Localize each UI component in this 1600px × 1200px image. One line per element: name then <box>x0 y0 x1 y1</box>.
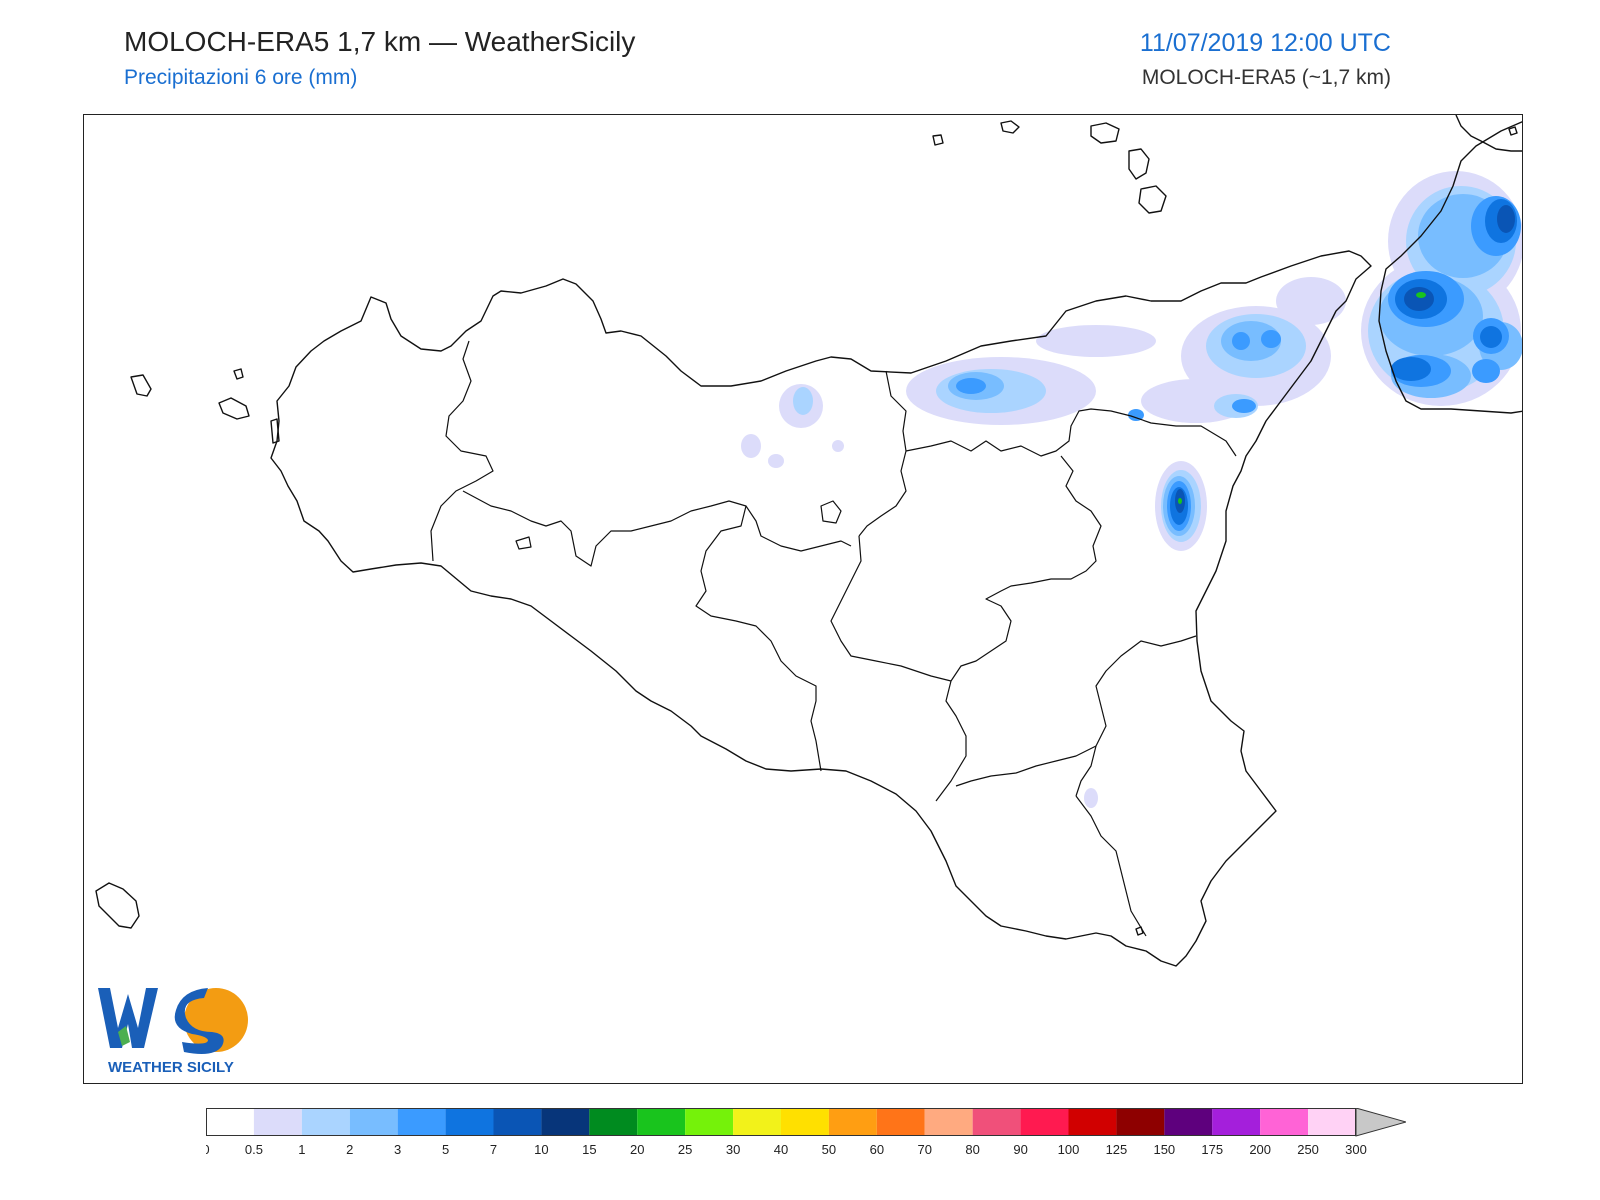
colorbar-segment <box>445 1108 494 1136</box>
precipitation-colorbar: 0 0.5 1 2 3 5 7 10 15 20 25 30 40 50 60 70 80 90 100 125 150… <box>202 1107 1408 1160</box>
colorbar-tick-label: 30 <box>726 1142 740 1157</box>
map-subtitle: Precipitazioni 6 ore (mm) <box>124 66 358 89</box>
colorbar-tick-label: 40 <box>774 1142 788 1157</box>
colorbar-segment <box>301 1108 350 1136</box>
colorbar-tick-label: 20 <box>630 1142 644 1157</box>
colorbar-tick-label: 25 <box>678 1142 692 1157</box>
colorbar-segment <box>1164 1108 1213 1136</box>
colorbar-segment <box>876 1108 925 1136</box>
precipitation-layer <box>741 171 1522 808</box>
colorbar-segment <box>781 1108 829 1136</box>
colorbar-segment <box>397 1108 446 1136</box>
province-borders <box>430 340 1237 937</box>
colorbar-tick-label: 100 <box>1058 1142 1080 1157</box>
colorbar-segment <box>1308 1108 1356 1136</box>
colorbar-segment <box>541 1108 590 1136</box>
forecast-datetime: 11/07/2019 12:00 UTC <box>1139 29 1391 57</box>
sicily-map-icon <box>95 115 1522 967</box>
colorbar-tick-label: 5 <box>442 1142 449 1157</box>
colorbar-segment <box>1116 1108 1165 1136</box>
colorbar-tick-label: 300 <box>1345 1142 1367 1157</box>
colorbar-tick-label: 0.5 <box>245 1142 263 1157</box>
colorbar-tick-label: 0 <box>206 1142 210 1157</box>
map-panel <box>83 114 1523 1084</box>
colorbar-segment <box>972 1108 1021 1136</box>
colorbar-segment <box>924 1108 973 1136</box>
weathersicily-logo-icon: WEATHER SICILY <box>98 988 248 1076</box>
colorbar-segment <box>206 1108 254 1136</box>
colorbar-tick-label: 250 <box>1297 1142 1319 1157</box>
colorbar-segment <box>589 1108 638 1136</box>
colorbar-tick-label: 70 <box>918 1142 932 1157</box>
colorbar-tick-label: 50 <box>822 1142 836 1157</box>
coastline-layer <box>95 115 1522 967</box>
logo-caption: WEATHER SICILY <box>108 1059 234 1076</box>
colorbar-tick-label: 80 <box>965 1142 979 1157</box>
colorbar-tick-label: 2 <box>346 1142 353 1157</box>
colorbar-segment <box>493 1108 542 1136</box>
colorbar-tick-label: 125 <box>1106 1142 1128 1157</box>
colorbar-tick-label: 200 <box>1249 1142 1271 1157</box>
colorbar-tick-label: 90 <box>1013 1142 1027 1157</box>
colorbar-tick-label: 10 <box>534 1142 548 1157</box>
colorbar-extend-arrow <box>1355 1107 1408 1137</box>
colorbar-segment <box>1260 1108 1309 1136</box>
colorbar-frame <box>206 1108 1356 1136</box>
model-label: MOLOCH-ERA5 (~1,7 km) <box>1141 66 1391 89</box>
colorbar-segment <box>685 1108 734 1136</box>
colorbar-tick-label: 60 <box>870 1142 884 1157</box>
colorbar-tick-label: 3 <box>394 1142 401 1157</box>
colorbar-segment <box>253 1108 302 1136</box>
colorbar-segment <box>1068 1108 1117 1136</box>
colorbar-segment <box>637 1108 686 1136</box>
colorbar-segment <box>349 1108 398 1136</box>
colorbar-segment <box>1212 1108 1261 1136</box>
colorbar-tick-label: 175 <box>1201 1142 1223 1157</box>
colorbar-tick-label: 150 <box>1153 1142 1175 1157</box>
colorbar-tick-label: 1 <box>298 1142 305 1157</box>
colorbar-tick-label: 7 <box>490 1142 497 1157</box>
colorbar-tick-label: 15 <box>582 1142 596 1157</box>
map-title: MOLOCH-ERA5 1,7 km — WeatherSicily <box>124 26 636 57</box>
colorbar-segment <box>733 1108 781 1136</box>
colorbar-segment <box>828 1108 877 1136</box>
colorbar-segment <box>1020 1108 1069 1136</box>
